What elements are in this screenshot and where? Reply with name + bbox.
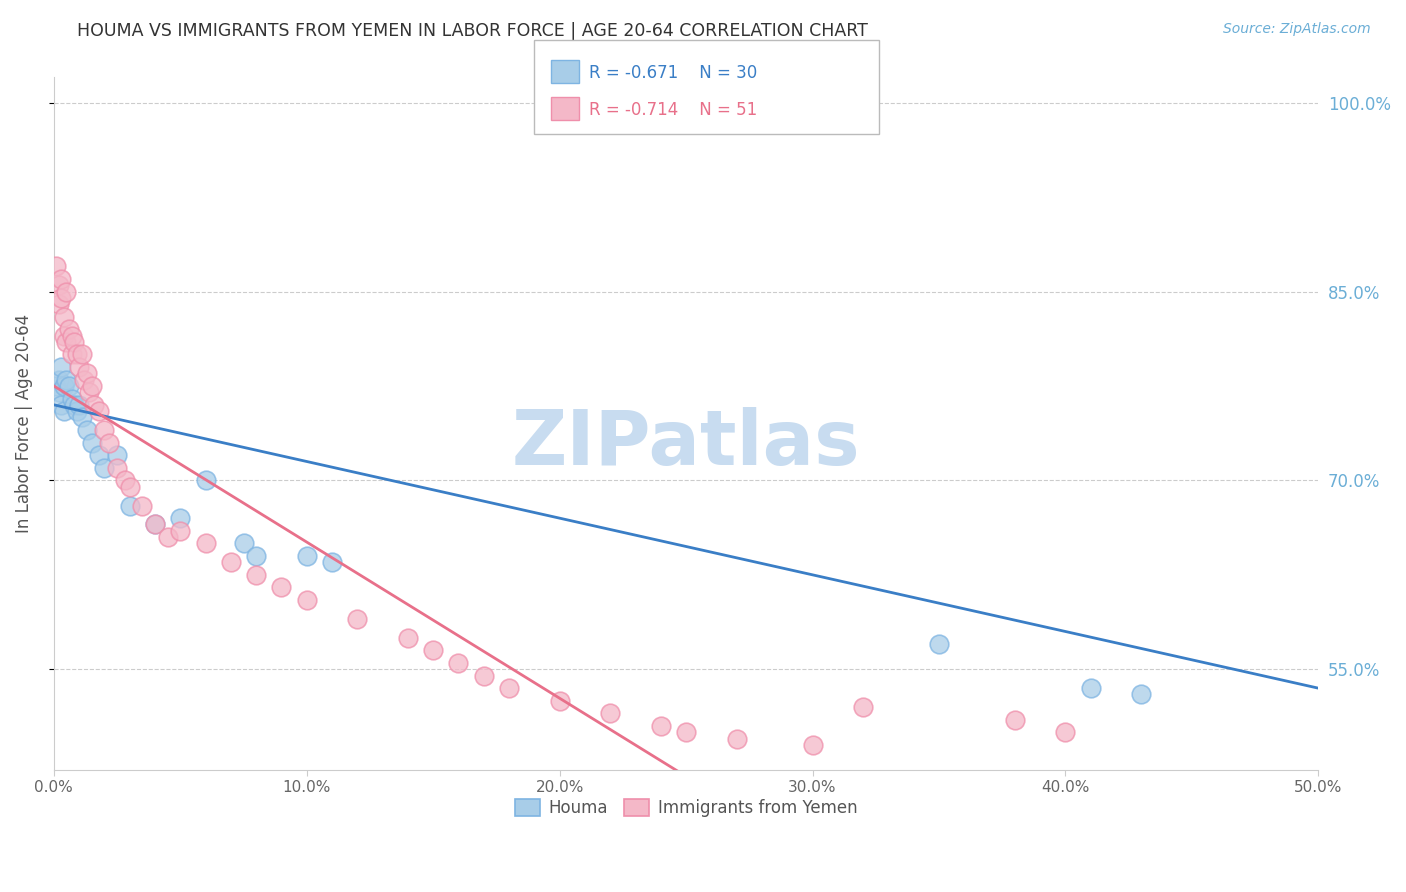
Point (194, 536, 217, 550)
Point (52, 310, 75, 324)
Point (48, 385, 70, 400)
Point (245, 567, 267, 582)
Point (498, 681, 520, 695)
Point (194, 474, 217, 488)
Point (270, 581, 292, 595)
Text: R = -0.714    N = 51: R = -0.714 N = 51 (589, 101, 758, 119)
Point (51, 291, 73, 305)
Point (65, 347, 87, 361)
Point (55, 285, 77, 299)
Point (48, 278, 70, 293)
Point (51, 398, 73, 412)
Point (65, 404, 87, 418)
Point (93, 423, 115, 437)
Point (447, 656, 470, 670)
Text: ZIPatlas: ZIPatlas (512, 408, 860, 482)
Text: Source: ZipAtlas.com: Source: ZipAtlas.com (1223, 22, 1371, 37)
Point (80, 379, 103, 393)
Point (76, 367, 98, 381)
Point (89, 448, 111, 462)
Point (48, 297, 70, 311)
Point (472, 668, 495, 682)
Point (675, 725, 697, 739)
Point (63, 334, 86, 349)
Legend: Houma, Immigrants from Yemen: Houma, Immigrants from Yemen (508, 792, 863, 824)
Point (67, 359, 90, 374)
Point (73, 373, 96, 387)
Point (156, 530, 179, 544)
Text: R = -0.671    N = 30: R = -0.671 N = 30 (589, 64, 758, 82)
Point (118, 480, 141, 494)
Point (45, 379, 67, 393)
Point (852, 700, 875, 714)
Text: HOUMA VS IMMIGRANTS FROM YEMEN IN LABOR FORCE | AGE 20-64 CORRELATION CHART: HOUMA VS IMMIGRANTS FROM YEMEN IN LABOR … (77, 22, 869, 40)
Point (169, 511, 191, 525)
Point (1054, 725, 1077, 739)
Point (143, 517, 166, 532)
Point (58, 379, 80, 393)
Point (295, 593, 318, 607)
Point (232, 536, 254, 550)
Point (48, 373, 70, 387)
Point (131, 499, 153, 513)
Point (1080, 681, 1102, 695)
Point (219, 555, 242, 569)
Point (143, 517, 166, 532)
Point (52, 404, 75, 418)
Point (928, 637, 950, 651)
Point (725, 731, 748, 746)
Point (60, 347, 83, 361)
Point (118, 499, 141, 513)
Y-axis label: In Labor Force | Age 20-64: In Labor Force | Age 20-64 (15, 314, 32, 533)
Point (1130, 688, 1153, 702)
Point (63, 398, 86, 412)
Point (1004, 713, 1026, 727)
Point (105, 460, 128, 475)
Point (55, 334, 77, 349)
Point (60, 392, 83, 406)
Point (801, 738, 824, 752)
Point (45, 260, 67, 274)
Point (98, 435, 121, 450)
Point (55, 373, 77, 387)
Point (67, 398, 90, 412)
Point (83, 398, 105, 412)
Point (70, 347, 93, 361)
Point (93, 460, 115, 475)
Point (321, 555, 343, 569)
Point (51, 272, 73, 286)
Point (52, 379, 75, 393)
Point (70, 410, 93, 425)
Point (114, 474, 136, 488)
Point (245, 549, 267, 563)
Point (169, 524, 191, 538)
Point (89, 404, 111, 418)
Point (77, 385, 100, 400)
Point (650, 719, 672, 733)
Point (80, 435, 103, 450)
Point (548, 694, 571, 708)
Point (76, 423, 98, 437)
Point (52, 328, 75, 343)
Point (422, 643, 444, 657)
Point (346, 612, 368, 626)
Point (58, 322, 80, 336)
Point (396, 631, 419, 645)
Point (105, 448, 128, 462)
Point (60, 328, 83, 343)
Point (51, 359, 73, 374)
Point (295, 549, 318, 563)
Point (599, 706, 621, 721)
